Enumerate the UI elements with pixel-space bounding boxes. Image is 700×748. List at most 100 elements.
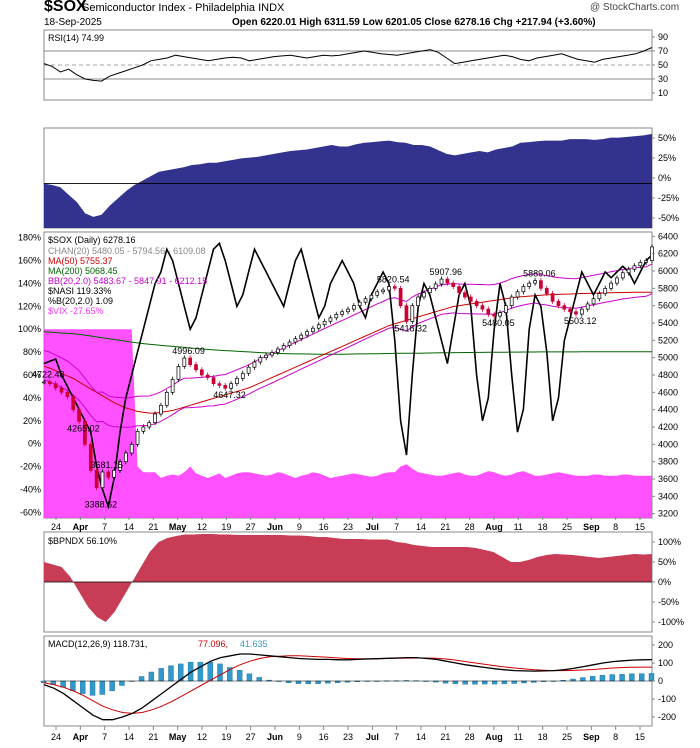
- macd-x-label: 25: [562, 732, 572, 742]
- price-x-label: 15: [635, 522, 645, 532]
- price-candle: [632, 265, 637, 270]
- naa-tick-label: -50%: [658, 213, 679, 223]
- price-candle: [293, 338, 298, 343]
- bpndx-title: $BPNDX 56.10%: [48, 536, 117, 546]
- macd-histogram-bar: [40, 680, 47, 683]
- macd-histogram-bar: [99, 680, 106, 695]
- price-candle: [270, 352, 274, 356]
- macd-histogram-bar: [589, 676, 596, 682]
- rsi-title: RSI(14) 74.99: [48, 33, 104, 43]
- symbol: $SOX: [44, 0, 87, 15]
- price-right-tick: 5400: [658, 318, 678, 328]
- macd-histogram-bar: [246, 673, 253, 682]
- macd-histogram-bar: [197, 661, 204, 682]
- price-candle: [217, 383, 222, 386]
- price-candle: [574, 311, 578, 315]
- macd-histogram-bar: [207, 661, 213, 682]
- macd-tick-label: 200: [658, 640, 673, 650]
- price-candle: [433, 283, 438, 289]
- price-candle: [539, 280, 543, 289]
- macd-histogram-bar: [305, 680, 311, 685]
- price-x-label: Sep: [583, 522, 600, 532]
- price-left-tick: -20%: [20, 462, 41, 472]
- price-candle: [492, 313, 497, 317]
- price-candle: [615, 277, 619, 284]
- price-legend-entry: %B(20,2.0) 1.09: [48, 296, 113, 306]
- price-candle: [340, 311, 345, 315]
- macd-histogram-bar: [619, 674, 625, 682]
- price-candle: [311, 327, 315, 333]
- price-candle: [53, 383, 58, 389]
- nasi-line: [43, 241, 653, 510]
- price-candle: [106, 471, 111, 478]
- price-right-tick: 6400: [658, 231, 678, 241]
- macd-histogram-bar: [462, 680, 468, 685]
- macd-x-label: 11: [514, 732, 523, 742]
- price-left-tick: 120%: [18, 301, 41, 311]
- macd-x-label: 27: [246, 732, 256, 742]
- naa-tick-label: 50%: [658, 133, 676, 143]
- price-candle: [515, 291, 520, 298]
- price-candle: [42, 381, 46, 384]
- price-candle: [159, 404, 163, 415]
- price-x-label: 28: [465, 522, 475, 532]
- macd-x-label: 19: [221, 732, 231, 742]
- macd-x-label: 15: [635, 732, 645, 742]
- price-candle: [398, 287, 403, 307]
- macd-histogram-bar: [109, 680, 115, 692]
- macd-histogram-bar: [472, 680, 478, 685]
- macd-title: MACD(12,26,9) 118.731,: [48, 639, 147, 649]
- macd-tick-label: 0: [658, 676, 663, 686]
- price-right-tick: 3800: [658, 457, 678, 467]
- price-candle: [258, 357, 263, 363]
- macd-histogram-bar: [295, 680, 302, 684]
- price-candle: [404, 305, 409, 322]
- price-candle: [626, 268, 631, 274]
- macd-x-label: 23: [343, 732, 353, 742]
- price-candle: [439, 278, 444, 285]
- rsi-tick-label: 70: [658, 46, 668, 56]
- price-candle: [585, 303, 590, 310]
- price-candle: [457, 286, 461, 294]
- macd-histogram-bar: [315, 680, 321, 684]
- macd-x-label: 8: [613, 732, 618, 742]
- price-candle: [176, 365, 181, 380]
- price-candle: [94, 469, 99, 489]
- price-right-tick: 3400: [658, 491, 678, 501]
- price-annotation: 4265.02: [67, 423, 100, 433]
- price-candle: [141, 426, 146, 432]
- price-candle: [211, 377, 216, 385]
- bb-upper-line: [43, 263, 653, 399]
- price-right-tick: 6000: [658, 266, 678, 276]
- macd-x-label: 7: [102, 732, 107, 742]
- price-x-label: Aug: [485, 522, 503, 532]
- price-candle: [422, 292, 426, 298]
- price-candle: [316, 324, 321, 329]
- price-candle: [544, 287, 549, 294]
- macd-histogram-bar: [256, 677, 262, 682]
- macd-tick-label: 100: [658, 658, 673, 668]
- ma200-line: [43, 331, 652, 355]
- macd-x-label: 21: [440, 732, 450, 742]
- macd-tick-label: -100: [658, 694, 676, 704]
- macd-x-label: Jul: [366, 732, 379, 742]
- price-left-tick: 40%: [23, 393, 41, 403]
- price-right-tick: 4200: [658, 422, 678, 432]
- price-right-tick: 5200: [658, 335, 678, 345]
- price-legend-entry: $VIX -27.65%: [48, 306, 104, 316]
- price-candle: [445, 278, 450, 284]
- macd-x-label: Aug: [485, 732, 503, 742]
- macd-histogram-bar: [236, 670, 243, 682]
- price-candle: [556, 300, 561, 307]
- price-right-tick: 4000: [658, 439, 678, 449]
- price-candle: [205, 374, 210, 378]
- macd-x-label: Apr: [73, 732, 89, 742]
- price-candle: [509, 296, 514, 307]
- price-x-label: Jun: [267, 522, 283, 532]
- price-annotation: 3681.15: [90, 460, 123, 470]
- bpndx-tick-label: -50%: [658, 597, 679, 607]
- price-candle: [638, 261, 643, 267]
- macd-histogram-bar: [638, 673, 645, 682]
- price-candle: [118, 461, 122, 471]
- price-candle: [281, 345, 286, 350]
